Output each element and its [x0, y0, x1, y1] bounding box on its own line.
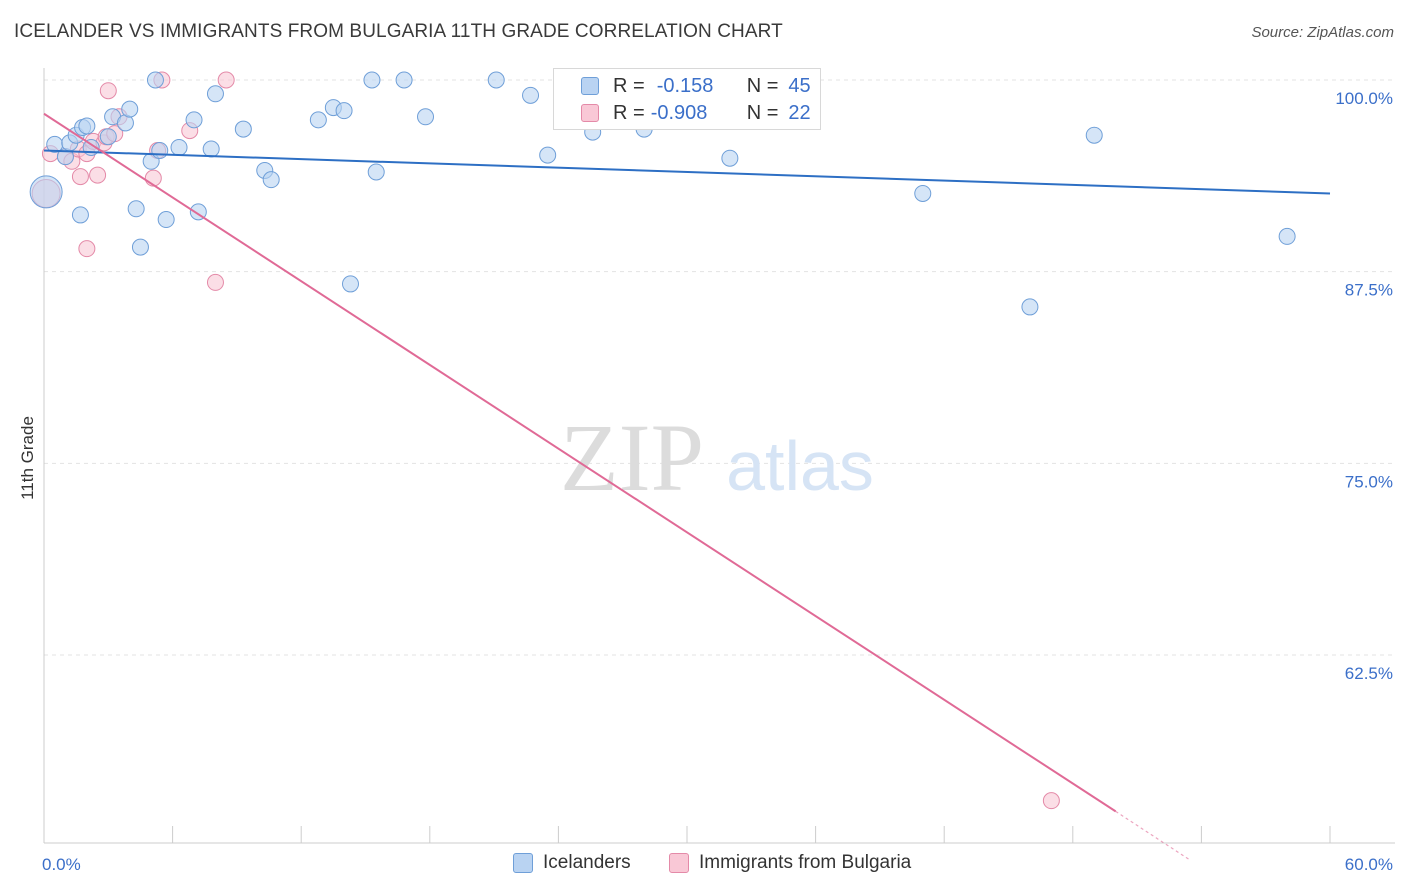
legend-swatch-immigrants-from-bulgaria [581, 104, 599, 122]
data-point-icelanders [721, 149, 739, 167]
y-tick-label: 100.0% [1335, 89, 1393, 108]
data-point-icelanders [131, 238, 149, 256]
bottom-legend-label-immigrants: Immigrants from Bulgaria [699, 852, 912, 873]
legend-row-immigrants-from-bulgaria: R = -0.908 N = 22 [554, 100, 811, 126]
y-axis-label: 11th Grade [18, 416, 37, 500]
chart-source: Source: ZipAtlas.com [1251, 24, 1394, 41]
legend-n-value: 45 [788, 74, 811, 97]
data-point-icelanders [522, 86, 540, 104]
data-point-icelanders [157, 211, 175, 229]
data-point-icelanders [341, 275, 359, 293]
data-point-icelanders [29, 175, 63, 209]
trend-lines [43, 112, 1331, 861]
legend-n-label: N = [746, 101, 779, 124]
data-point-icelanders [185, 111, 203, 129]
y-tick-label: 75.0% [1345, 472, 1393, 491]
data-point-icelanders [146, 71, 164, 89]
data-point-icelanders [262, 171, 280, 189]
data-point-icelanders [335, 102, 353, 120]
y-tick-label: 62.5% [1345, 664, 1393, 683]
bottom-legend-swatch-icelanders [513, 853, 533, 873]
legend-r-label: R = [613, 74, 645, 97]
correlation-legend: R = -0.158 N = 45 R = -0.908 N = 22 [553, 68, 821, 130]
data-point-immigrants-from-bulgaria [71, 168, 89, 186]
watermark-zip: ZIP [560, 404, 704, 511]
watermark: ZIP atlas [560, 404, 874, 511]
data-point-icelanders [367, 163, 385, 181]
legend-row-icelanders: R = -0.158 N = 45 [554, 73, 811, 99]
data-point-icelanders [309, 111, 327, 129]
x-tick-label: 60.0% [1345, 855, 1393, 874]
y-tick-label: 87.5% [1345, 281, 1393, 300]
bottom-legend-swatch-immigrants [669, 853, 689, 873]
data-point-icelanders [202, 140, 220, 158]
data-point-icelanders [121, 100, 139, 118]
data-point-icelanders [539, 146, 557, 164]
data-point-immigrants-from-bulgaria [89, 166, 107, 184]
data-point-immigrants-from-bulgaria [78, 240, 96, 258]
data-point-icelanders [71, 206, 89, 224]
trend-line-icelanders [43, 149, 1331, 195]
data-point-icelanders [99, 128, 117, 146]
x-tick-labels: 0.0% 60.0% [42, 855, 1393, 874]
data-point-icelanders [206, 85, 224, 103]
axes [43, 68, 1395, 844]
data-point-icelanders [1021, 298, 1039, 316]
data-point-icelanders [417, 108, 435, 126]
trend-line-extension-immigrants-from-bulgaria [1115, 810, 1192, 861]
data-point-icelanders [363, 71, 381, 89]
data-point-icelanders [234, 120, 252, 138]
data-point-icelanders [1085, 126, 1103, 144]
x-tick-label: 0.0% [42, 855, 81, 874]
data-point-immigrants-from-bulgaria [1042, 792, 1060, 810]
legend-r-value: -0.158 [656, 74, 714, 97]
gridlines [44, 79, 1395, 656]
data-point-icelanders [127, 200, 145, 218]
data-point-icelanders [914, 184, 932, 202]
data-point-icelanders [78, 117, 96, 135]
data-point-icelanders [395, 71, 413, 89]
legend-r-value: -0.908 [650, 101, 708, 124]
legend-n-label: N = [746, 74, 779, 97]
data-point-immigrants-from-bulgaria [206, 273, 224, 291]
trend-line-immigrants-from-bulgaria [43, 112, 1117, 813]
legend-r-label: R = [613, 101, 645, 124]
data-point-icelanders [151, 142, 169, 160]
chart-title: ICELANDER VS IMMIGRANTS FROM BULGARIA 11… [14, 21, 783, 42]
legend-n-value: 22 [788, 101, 811, 124]
watermark-atlas: atlas [726, 427, 874, 505]
data-point-icelanders [170, 138, 188, 156]
legend-swatch-icelanders [581, 77, 599, 95]
bottom-legend-immigrants: Immigrants from Bulgaria [669, 852, 911, 874]
data-point-icelanders [487, 71, 505, 89]
data-point-immigrants-from-bulgaria [99, 82, 117, 100]
bottom-legend-icelanders: Icelanders [513, 852, 631, 874]
data-point-icelanders [1278, 227, 1296, 245]
data-point-immigrants-from-bulgaria [217, 71, 235, 89]
bottom-legend-label-icelanders: Icelanders [543, 852, 631, 873]
y-tick-labels: 100.0% 87.5% 75.0% 62.5% [1335, 89, 1393, 683]
